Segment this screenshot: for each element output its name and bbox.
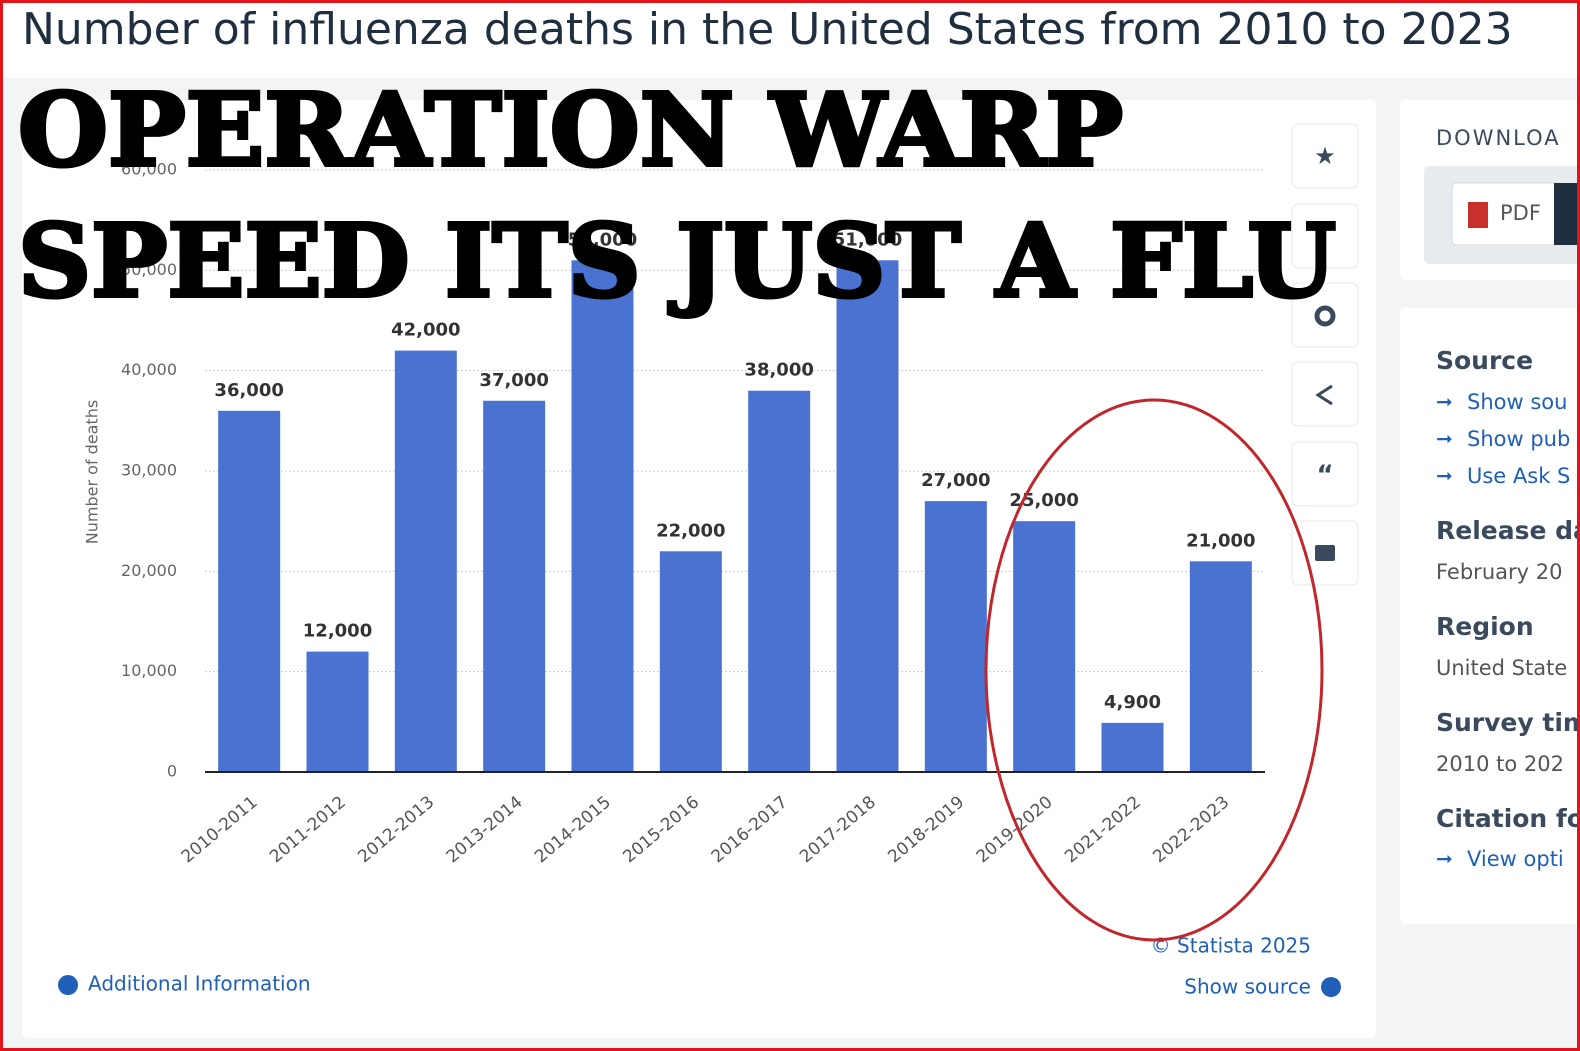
bar (483, 400, 546, 772)
download-heading: DOWNLOA (1436, 126, 1561, 150)
info-icon (58, 975, 78, 995)
value-label: 51,000 (833, 229, 902, 250)
value-label: 12,000 (303, 621, 372, 642)
bar (571, 260, 634, 772)
show-source[interactable]: Show source (1184, 975, 1311, 999)
overlay-line-1: OPERATION WARP (18, 71, 1123, 189)
value-label: 21,000 (1186, 530, 1255, 551)
source-link[interactable]: Show sou (1467, 390, 1567, 414)
section-heading: Region (1436, 612, 1534, 641)
favorite-button[interactable] (1291, 123, 1359, 189)
bar (394, 350, 457, 772)
gear-icon (1314, 305, 1336, 327)
source-link[interactable]: Show pub (1467, 427, 1570, 451)
bar (836, 260, 899, 772)
pdf-icon (1468, 202, 1488, 228)
source-heading: Source (1436, 346, 1533, 375)
print-icon (1315, 545, 1335, 561)
bar (218, 410, 281, 772)
cite-button[interactable] (1291, 441, 1359, 507)
section-text: February 20 (1436, 560, 1562, 584)
bar (1013, 521, 1076, 772)
value-label: 22,000 (656, 520, 725, 541)
citation-link[interactable]: View opti (1467, 847, 1564, 871)
y-tick-label: 10,000 (121, 661, 177, 680)
section-heading: Survey tim (1436, 708, 1580, 737)
y-tick-label: 0 (167, 762, 177, 781)
star-icon: ★ (1314, 142, 1336, 170)
value-label: 27,000 (921, 470, 990, 491)
additional-info[interactable]: Additional Information (88, 972, 311, 996)
value-label: 38,000 (744, 360, 813, 381)
arrow-icon: ➞ (1436, 847, 1453, 871)
citation-heading: Citation fo (1436, 804, 1580, 833)
share-icon (1315, 384, 1333, 406)
share-button[interactable] (1291, 361, 1359, 427)
pdf-label: PDF (1500, 201, 1541, 225)
bar (1189, 561, 1252, 772)
section-text: 2010 to 202 (1436, 752, 1564, 776)
title-bar (0, 0, 1580, 78)
source-link[interactable]: Use Ask S (1467, 464, 1570, 488)
download-dropdown[interactable] (1554, 183, 1580, 245)
notify-button[interactable] (1291, 203, 1359, 269)
y-tick-label: 50,000 (121, 260, 177, 279)
arrow-icon: ➞ (1436, 427, 1453, 451)
y-tick-label: 30,000 (121, 461, 177, 480)
y-tick-label: 60,000 (121, 160, 177, 179)
overlay-line-2: SPEED ITS JUST A FLU (18, 202, 1336, 320)
section-text: United State (1436, 656, 1567, 680)
value-label: 42,000 (391, 320, 460, 341)
bar (1101, 722, 1164, 772)
source-info-icon (1321, 977, 1341, 997)
quote-icon: “ (1316, 461, 1333, 491)
value-label: 36,000 (214, 380, 283, 401)
value-label: 51,000 (568, 229, 637, 250)
bar (748, 390, 811, 772)
details-card (1400, 308, 1580, 924)
arrow-icon: ➞ (1436, 390, 1453, 414)
y-tick-label: 40,000 (121, 360, 177, 379)
arrow-icon: ➞ (1436, 464, 1453, 488)
sidebar-details: ➞ Show sou ➞ Show pub ➞ Use Ask S Release da Fe… (1436, 390, 1580, 872)
page-title: Number of influenza deaths in the United… (22, 4, 1513, 55)
y-tick-label: 20,000 (121, 561, 177, 580)
bar (659, 551, 722, 772)
bar (924, 501, 987, 772)
y-axis-label: Number of deaths (83, 400, 102, 544)
value-label: 37,000 (479, 370, 548, 391)
value-label: 4,900 (1104, 692, 1161, 713)
bar (306, 651, 369, 772)
section-heading: Release da (1436, 516, 1580, 545)
highlight-ellipse (984, 398, 1324, 942)
settings-button[interactable] (1291, 282, 1359, 348)
